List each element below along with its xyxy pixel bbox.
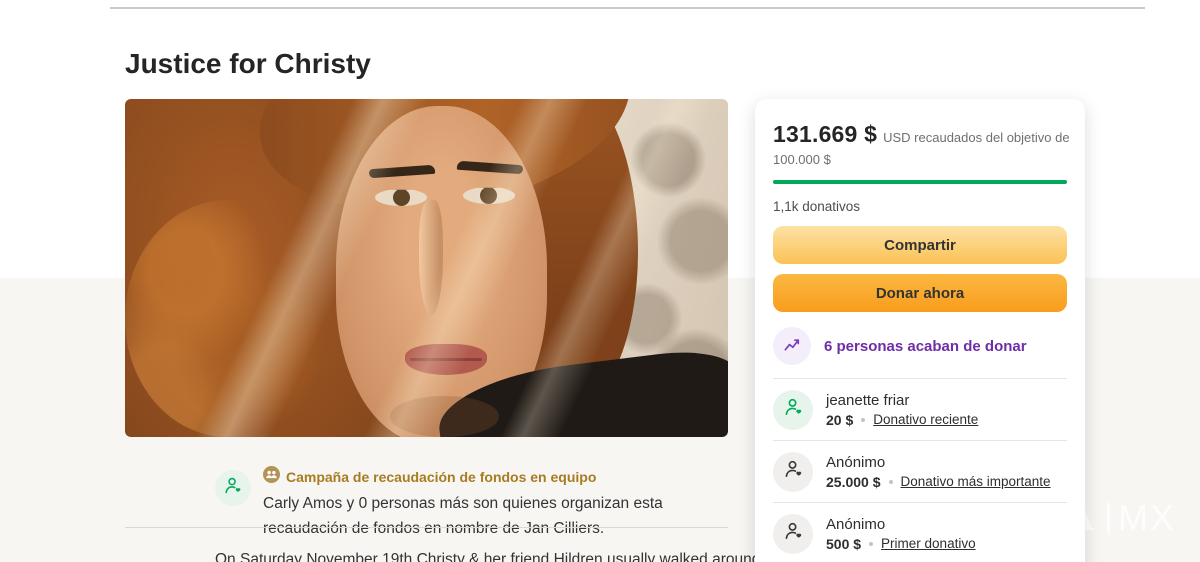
- photo-lips: [405, 344, 487, 376]
- page-title: Justice for Christy: [125, 48, 371, 79]
- donation-count: 1,1k donativos: [773, 199, 861, 214]
- watermark-suffix: MX: [1118, 497, 1177, 538]
- raised-caption: USD recaudados del objetivo de: [883, 130, 1070, 145]
- photo-eyelid: [462, 186, 515, 188]
- donor-amount: 500 $: [826, 535, 862, 552]
- donate-button[interactable]: Donar ahora: [773, 274, 1067, 312]
- watermark-bar: [1107, 503, 1111, 533]
- photo-lip-seam: [410, 357, 482, 361]
- donor-list: jeanette friar 20 $ Donativo reciente: [773, 378, 1067, 562]
- donor-name: jeanette friar: [826, 391, 910, 409]
- header-divider: [110, 7, 1145, 9]
- recent-activity-text: 6 personas acaban de donar: [824, 337, 1027, 355]
- donor-row: jeanette friar 20 $ Donativo reciente: [773, 378, 1067, 440]
- photo-hair-wisps: [125, 200, 331, 437]
- dot-separator: [869, 541, 874, 546]
- dot-separator: [861, 417, 866, 422]
- photo-iris: [392, 188, 410, 206]
- goal-amount: 100.000 $: [773, 152, 831, 167]
- donor-tag-link[interactable]: Donativo más importante: [900, 474, 1051, 489]
- donor-amount: 25.000 $: [826, 473, 881, 490]
- photo-light-streaks: [125, 99, 728, 437]
- photo-eye: [462, 186, 515, 204]
- organizer-avatar: [215, 470, 251, 506]
- raised-amount: 131.669 $: [773, 121, 878, 147]
- donor-row: Anónimo 500 $ Primer donativo: [773, 502, 1067, 562]
- donor-tag-link[interactable]: Primer donativo: [881, 536, 976, 551]
- donor-tag-link[interactable]: Donativo reciente: [873, 412, 979, 427]
- donor-name: Anónimo: [826, 515, 886, 533]
- share-button[interactable]: Compartir: [773, 226, 1067, 264]
- photo-eye: [375, 188, 428, 206]
- person-heart-icon: [782, 396, 805, 424]
- person-heart-icon: [782, 458, 805, 486]
- campaign-photo: [125, 99, 728, 437]
- team-badge-icon: [263, 466, 280, 488]
- dot-separator: [888, 479, 893, 484]
- organizer-section: Campaña de recaudación de fondos en equi…: [215, 466, 730, 541]
- person-heart-icon: [222, 475, 244, 502]
- organizer-text: Carly Amos y 0 personas más son quienes …: [263, 495, 663, 537]
- raised-line: 131.669 $ USD recaudados del objetivo de: [773, 121, 1070, 148]
- donor-avatar: [773, 389, 813, 430]
- photo-chin-shadow: [390, 396, 499, 437]
- donor-row: Anónimo 25.000 $ Donativo más importante: [773, 440, 1067, 502]
- story-preview-text: On Saturday November 19th Christy & her …: [215, 551, 761, 562]
- donor-avatar: [773, 513, 813, 554]
- photo-eyelid: [375, 188, 428, 190]
- photo-nose: [419, 200, 444, 316]
- team-campaign-label: Campaña de recaudación de fondos en equi…: [286, 469, 597, 485]
- donor-amount: 20 $: [826, 411, 854, 428]
- photo-iris: [480, 186, 498, 204]
- person-heart-icon: [782, 520, 805, 548]
- progress-bar: [773, 180, 1067, 184]
- recent-activity: 6 personas acaban de donar: [773, 327, 1067, 365]
- donor-name: Anónimo: [826, 453, 886, 471]
- donation-card: 131.669 $ USD recaudados del objetivo de…: [755, 99, 1085, 562]
- donor-avatar: [773, 451, 813, 492]
- trend-up-icon: [773, 327, 811, 365]
- content-divider: [125, 527, 728, 528]
